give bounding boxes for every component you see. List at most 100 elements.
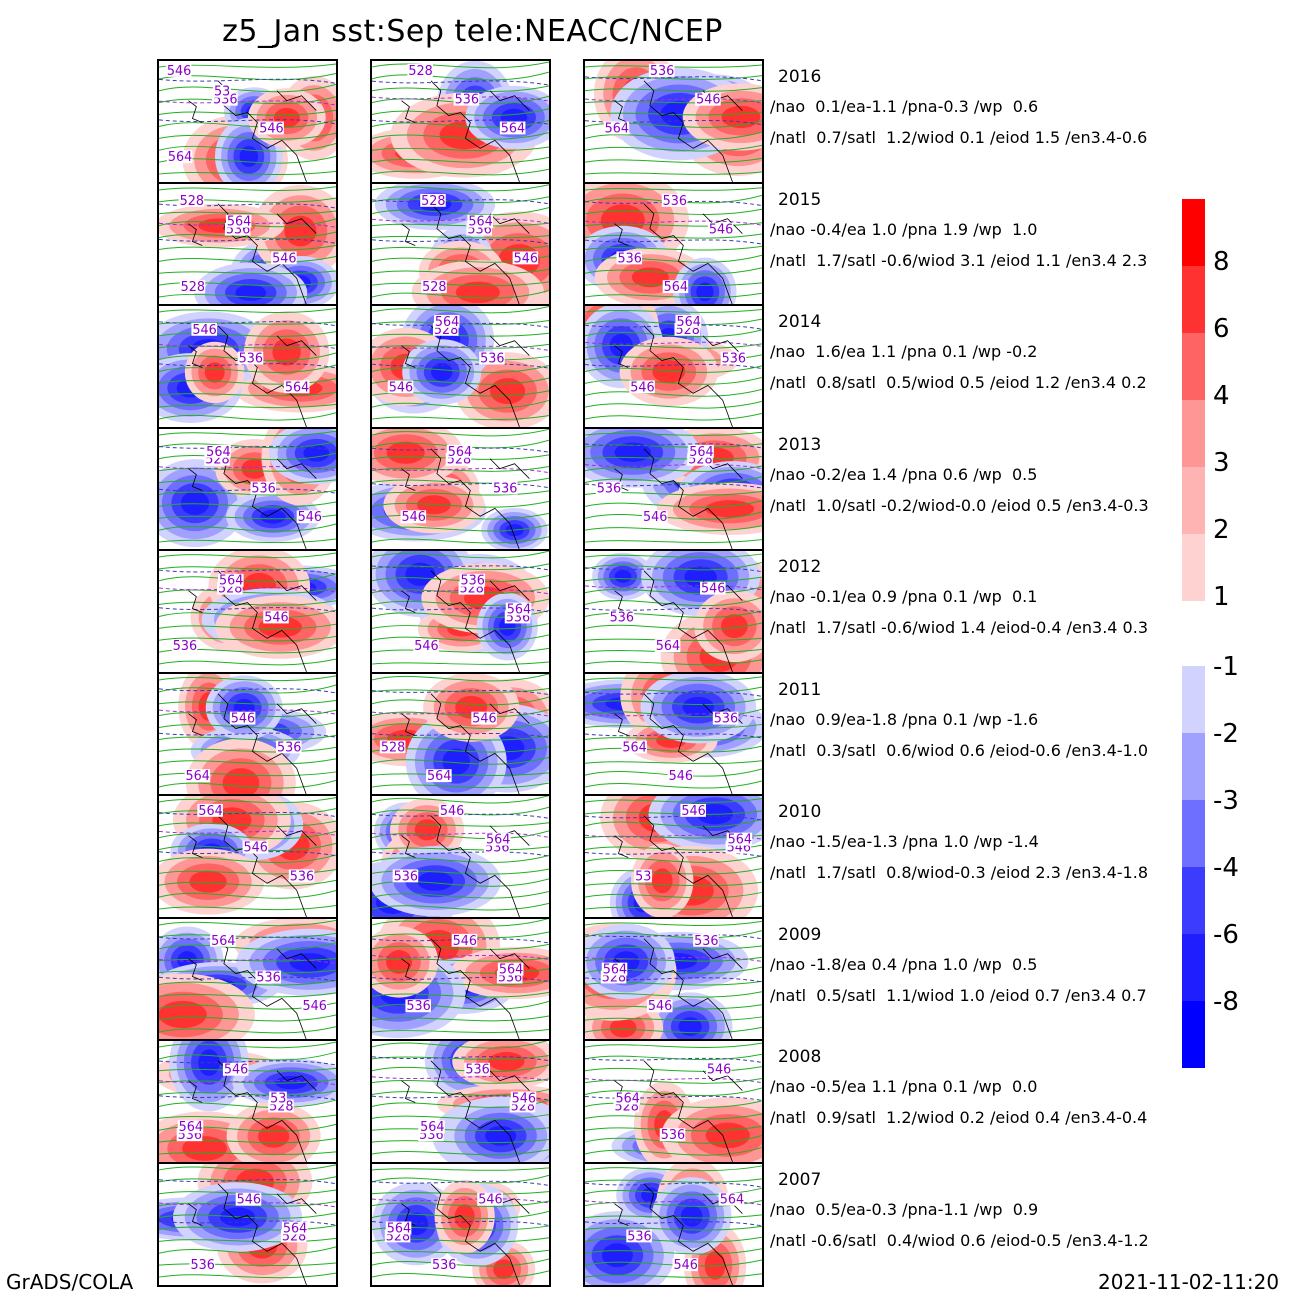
contour-label-bg bbox=[626, 1229, 652, 1243]
positive-anomaly-shading bbox=[159, 1000, 207, 1029]
climatology-contour bbox=[159, 445, 336, 451]
sst-indices: /natl 0.8/satl 0.5/wiod 0.5 /eiod 1.2 /e… bbox=[770, 373, 1147, 392]
height-contour bbox=[585, 254, 762, 263]
contour-label-bg bbox=[218, 573, 244, 587]
height-contour bbox=[585, 377, 762, 385]
height-contour bbox=[585, 455, 762, 460]
height-contour bbox=[159, 1164, 336, 1172]
contour-label: 546 bbox=[272, 251, 296, 266]
contour-label: 536 bbox=[650, 64, 674, 79]
contour-label: 546 bbox=[453, 934, 477, 949]
climatology-contour bbox=[372, 976, 549, 983]
contour-label: 546 bbox=[709, 223, 733, 238]
contour-label: 546 bbox=[231, 712, 255, 727]
height-contour bbox=[585, 1066, 762, 1072]
height-contour bbox=[372, 156, 549, 164]
height-contour bbox=[585, 1042, 762, 1049]
map-panel: 528 536 546 528 564 bbox=[370, 182, 551, 307]
climatology-contour bbox=[585, 1200, 762, 1206]
climatology-contour bbox=[159, 607, 336, 613]
positive-colorbar bbox=[1182, 199, 1205, 601]
positive-anomaly-shading bbox=[386, 950, 413, 974]
contour-label-bg bbox=[426, 769, 452, 783]
contour-label-bg bbox=[229, 711, 256, 725]
height-contour bbox=[585, 465, 762, 472]
height-contour bbox=[159, 1151, 336, 1155]
height-contour bbox=[585, 171, 762, 175]
height-contour bbox=[159, 412, 336, 421]
height-contour bbox=[372, 222, 549, 227]
contour-label-bg bbox=[191, 322, 218, 336]
height-contour bbox=[372, 132, 549, 140]
height-contour bbox=[585, 561, 762, 571]
climatology-contour bbox=[372, 119, 549, 125]
contour-label: 528 bbox=[181, 280, 205, 295]
height-contour bbox=[159, 452, 336, 461]
contour-label-bg bbox=[421, 280, 447, 294]
map-panel: 528 536 546 564 bbox=[157, 1162, 338, 1287]
height-contour bbox=[159, 1237, 336, 1243]
contour-label-bg bbox=[662, 280, 689, 294]
height-contour bbox=[372, 878, 549, 887]
climatology-contour bbox=[372, 832, 549, 838]
year-label: 2016 bbox=[778, 67, 822, 87]
contour-label-bg bbox=[446, 444, 473, 458]
positive-anomaly-shading bbox=[493, 1259, 515, 1279]
contour-label: 564 bbox=[227, 215, 251, 230]
contour-label-bg bbox=[471, 711, 497, 725]
contour-label-bg bbox=[705, 1062, 732, 1076]
contour-label-bg bbox=[700, 581, 726, 595]
height-contour bbox=[159, 430, 336, 437]
height-contour bbox=[159, 1051, 336, 1061]
contour-label-bg bbox=[237, 351, 264, 365]
colorbar-tick-label: -1 bbox=[1213, 652, 1239, 682]
height-contour bbox=[372, 902, 549, 911]
height-contour bbox=[372, 364, 549, 373]
height-contour bbox=[159, 623, 336, 630]
contour-label: 536 bbox=[406, 999, 430, 1014]
height-contour bbox=[585, 855, 762, 863]
map-panel: 546 528 564 bbox=[370, 672, 551, 797]
height-contour bbox=[159, 942, 336, 951]
contour-label-bg bbox=[648, 63, 675, 77]
contour-label-bg bbox=[271, 251, 297, 265]
height-contour bbox=[372, 1167, 549, 1171]
climatology-contour bbox=[159, 569, 336, 575]
height-contour bbox=[159, 344, 336, 349]
contour-label-bg bbox=[405, 999, 431, 1013]
height-contour bbox=[159, 255, 336, 263]
contour-label: 546 bbox=[402, 510, 426, 525]
climatology-contour bbox=[585, 98, 762, 104]
year-label: 2007 bbox=[778, 1170, 822, 1190]
height-contour bbox=[585, 443, 762, 448]
teleconnection-indices: /nao -1.5/ea-1.3 /pna 1.0 /wp -1.4 bbox=[770, 832, 1039, 851]
height-contour bbox=[372, 623, 549, 630]
contour-label: 536 bbox=[714, 712, 738, 727]
contour-label-bg bbox=[431, 1258, 457, 1272]
climatology-contour bbox=[585, 324, 762, 330]
climatology-contour bbox=[372, 468, 549, 474]
height-contour bbox=[159, 808, 336, 816]
contour-label: 564 bbox=[676, 315, 700, 330]
colorbar-tick-label: 3 bbox=[1213, 448, 1230, 478]
colorbar-segment bbox=[1182, 800, 1205, 867]
contour-label: 564 bbox=[427, 769, 451, 784]
year-label: 2009 bbox=[778, 925, 822, 945]
height-contour bbox=[372, 1249, 549, 1255]
contour-label: 546 bbox=[224, 1063, 248, 1078]
contour-label-bg bbox=[675, 314, 702, 328]
grads-credit: GrADS/COLA bbox=[6, 1270, 134, 1294]
negative-anomaly-shading bbox=[614, 569, 632, 583]
colorbar-tick-label: -4 bbox=[1213, 853, 1239, 883]
height-contour bbox=[159, 501, 336, 508]
teleconnection-indices: /nao 0.9/ea-1.8 /pna 0.1 /wp -1.6 bbox=[770, 710, 1039, 729]
height-contour bbox=[159, 466, 336, 472]
coastline bbox=[401, 570, 530, 672]
height-contour bbox=[372, 146, 549, 152]
climatology-contour bbox=[159, 1220, 336, 1226]
height-contour bbox=[585, 525, 762, 532]
contour-label-bg bbox=[387, 380, 414, 394]
height-contour bbox=[159, 292, 336, 299]
climatology-contour bbox=[372, 589, 549, 595]
contour-label: 546 bbox=[681, 804, 705, 819]
